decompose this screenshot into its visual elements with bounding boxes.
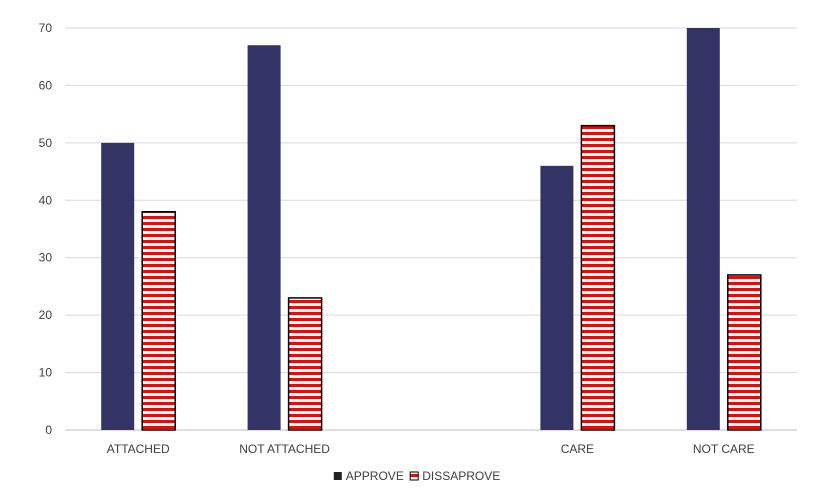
legend-swatch — [409, 471, 419, 481]
y-tick-label: 60 — [39, 78, 53, 92]
x-axis-labels: ATTACHED NOT ATTACHED CARE NOT CARE — [107, 442, 755, 456]
bar-approve-care — [540, 165, 574, 431]
legend-swatch — [333, 472, 342, 480]
bars — [101, 28, 762, 431]
bar-dissaprove-not-care — [727, 274, 762, 431]
bar-approve-attached — [101, 142, 135, 430]
bar-dissaprove-attached — [141, 211, 176, 431]
legend-label: DISSAPROVE — [422, 469, 500, 483]
bar-dissaprove-not-attached — [287, 297, 323, 431]
x-category-label: ATTACHED — [107, 442, 170, 456]
y-tick-label: 10 — [39, 366, 53, 380]
bar-approve-not-care — [686, 28, 720, 430]
gridlines — [65, 27, 797, 431]
y-axis-ticks: 0 10 20 30 40 50 60 70 — [39, 21, 53, 437]
bar-approve-not-attached — [247, 45, 281, 430]
legend: APPROVE DISSAPROVE — [333, 469, 500, 483]
x-category-label: NOT ATTACHED — [239, 442, 330, 456]
y-tick-label: 0 — [45, 423, 52, 437]
y-tick-label: 20 — [39, 308, 53, 322]
legend-label: APPROVE — [346, 469, 404, 483]
y-tick-label: 70 — [39, 21, 53, 35]
x-category-label: NOT CARE — [693, 442, 755, 456]
x-category-label: CARE — [561, 442, 594, 456]
y-tick-label: 50 — [39, 136, 53, 150]
bar-dissaprove-care — [580, 124, 616, 431]
y-tick-label: 30 — [39, 251, 53, 265]
y-tick-label: 40 — [39, 193, 53, 207]
